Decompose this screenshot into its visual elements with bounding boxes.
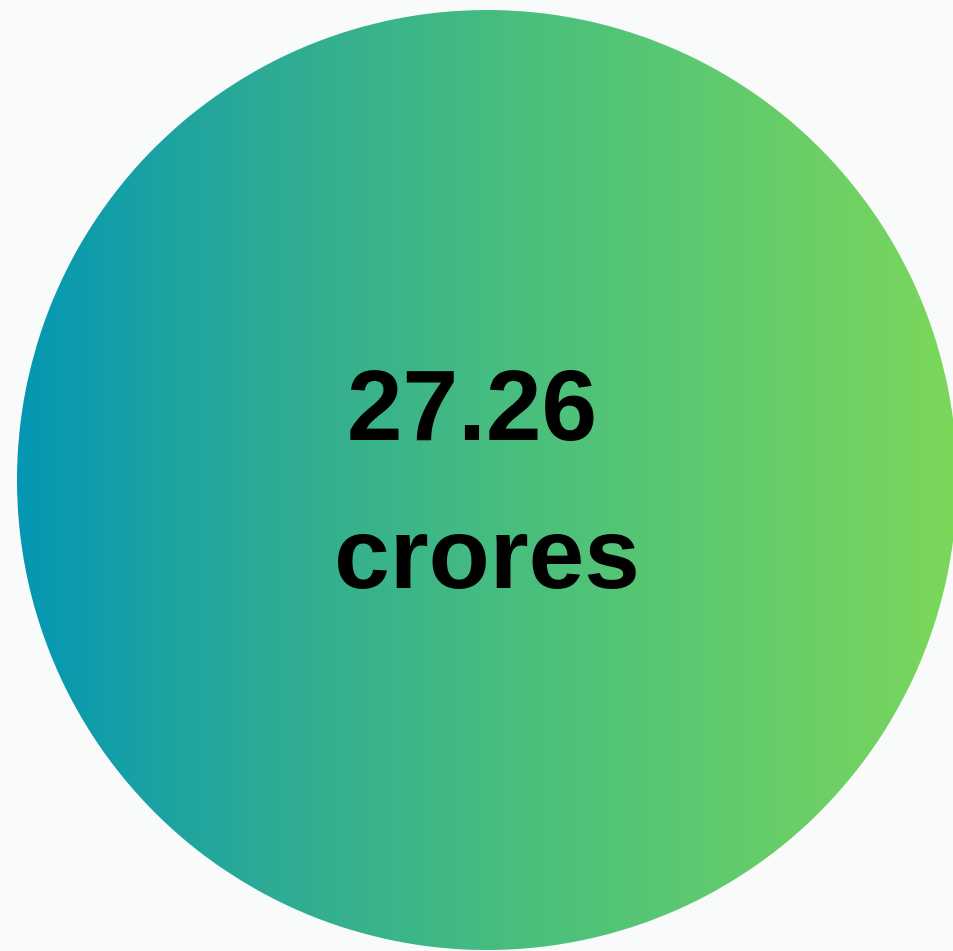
stat-unit: crores [334,498,640,610]
stat-circle [17,10,953,950]
stat-value: 27.26 [346,350,598,462]
stat-label: 27.26 crores [17,10,953,950]
